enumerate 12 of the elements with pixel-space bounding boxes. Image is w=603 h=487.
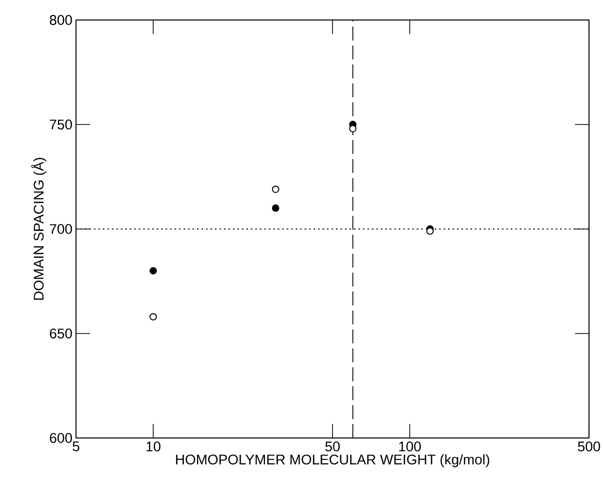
y-tick-label: 700 [50, 224, 72, 234]
x-tick-label: 50 [325, 442, 340, 452]
x-tick-label: 500 [578, 442, 600, 452]
y-tick-label: 600 [50, 433, 72, 443]
y-tick-label: 800 [50, 15, 72, 25]
x-tick-label: 100 [399, 442, 421, 452]
x-tick-label: 5 [72, 442, 80, 452]
y-axis-title: DOMAIN SPACING (Å) [31, 158, 46, 300]
y-tick-label: 750 [50, 120, 72, 130]
x-tick-label: 10 [146, 442, 160, 452]
y-tick-label: 650 [50, 328, 72, 338]
x-axis-title: HOMOPOLYMER MOLECULAR WEIGHT (kg/mol) [176, 454, 490, 468]
